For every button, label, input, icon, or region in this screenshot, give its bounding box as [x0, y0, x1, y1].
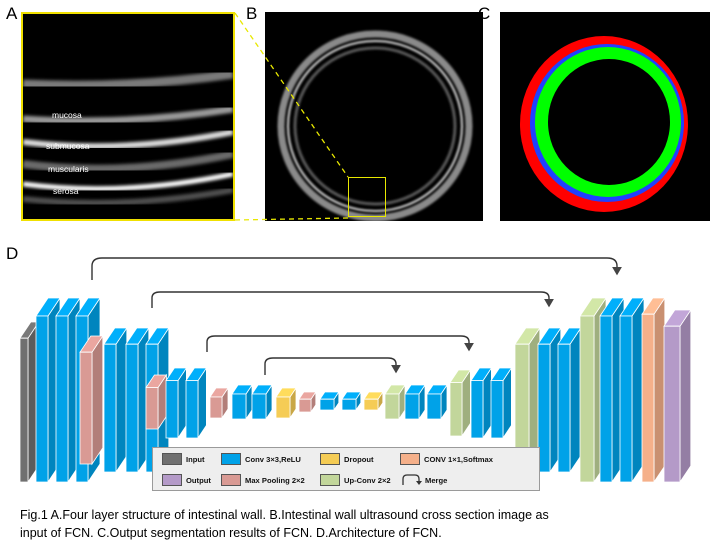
maxpool-block: [298, 390, 317, 414]
legend-swatch-upconv: [320, 474, 340, 486]
legend-swatch-dropout: [320, 453, 340, 465]
legend-box: Input Conv 3×3,ReLU Dropout CONV 1×1,Sof…: [152, 447, 540, 491]
legend-conv: Conv 3×3,ReLU: [245, 455, 301, 464]
upconv-block: [514, 326, 541, 466]
legend-maxpool: Max Pooling 2×2: [245, 476, 305, 485]
intestinal-wall-layers-graphic: [23, 69, 233, 206]
panel-label-d: D: [6, 244, 19, 263]
label-mucosa: mucosa: [52, 110, 82, 120]
dropout-block: [275, 386, 297, 420]
merge-connections: [91, 257, 622, 375]
conv-block: [470, 366, 493, 440]
label-muscularis: muscularis: [48, 164, 89, 174]
conv-block: [341, 390, 362, 412]
upconv-block: [384, 383, 406, 421]
legend-swatch-maxpool: [221, 474, 241, 486]
conv-block: [165, 366, 188, 440]
output-block: [663, 308, 692, 484]
network-blocks: [19, 296, 692, 484]
dropout-block: [363, 390, 384, 412]
caption-line-2: input of FCN. C.Output segmentation resu…: [20, 526, 442, 540]
conv-block: [103, 326, 128, 474]
zoom-connector-lines: [234, 12, 349, 221]
maxpool-block: [79, 334, 104, 466]
legend-dropout: Dropout: [344, 455, 374, 464]
conv-block: [125, 326, 150, 474]
conv-block: [557, 326, 582, 474]
legend-swatch-input: [162, 453, 182, 465]
merge-arrow-4: [264, 357, 401, 375]
fcn-architecture-diagram: [19, 257, 692, 484]
legend-swatch-conv: [221, 453, 241, 465]
merge-arrow-2: [151, 291, 554, 308]
conv-block: [185, 366, 208, 440]
merge-arrow-3: [206, 335, 474, 352]
conv-block: [537, 326, 562, 474]
caption-line-1: Fig.1 A.Four layer structure of intestin…: [20, 508, 549, 522]
panel-label-b: B: [246, 4, 258, 23]
zoom-region-box: [348, 177, 386, 217]
conv-block: [619, 296, 645, 484]
panel-label-c: C: [478, 4, 491, 23]
maxpool-block: [145, 373, 168, 431]
merge-arrow-1: [91, 257, 622, 280]
conv-block: [426, 383, 448, 421]
conv-block: [251, 383, 273, 421]
panel-b-cross-section-image: [265, 12, 483, 221]
conv1x1-block: [641, 296, 666, 484]
conv-block: [404, 383, 426, 421]
cross-section-ring-graphic: [277, 30, 473, 221]
legend-upconv: Up-Conv 2×2: [344, 476, 391, 485]
label-serosa: serosa: [53, 186, 79, 196]
conv-block: [231, 383, 253, 421]
segmentation-rings-graphic: [520, 36, 688, 212]
legend-conv1: CONV 1×1,Softmax: [424, 455, 494, 464]
conv-block: [319, 390, 340, 412]
legend-swatch-output: [162, 474, 182, 486]
panel-a-ultrasound-image: [21, 12, 235, 221]
conv-block: [490, 366, 513, 440]
merge-icon: [402, 474, 422, 485]
maxpool-block: [209, 386, 229, 420]
legend-merge: Merge: [425, 476, 448, 485]
upconv-block: [449, 368, 472, 438]
legend-output: Output: [186, 476, 211, 485]
legend-input: Input: [186, 455, 205, 464]
panel-label-a: A: [6, 4, 18, 23]
panel-c-segmentation-image: [500, 12, 710, 221]
legend-swatch-conv1: [400, 453, 420, 465]
label-submucosa: submucosa: [46, 141, 90, 151]
